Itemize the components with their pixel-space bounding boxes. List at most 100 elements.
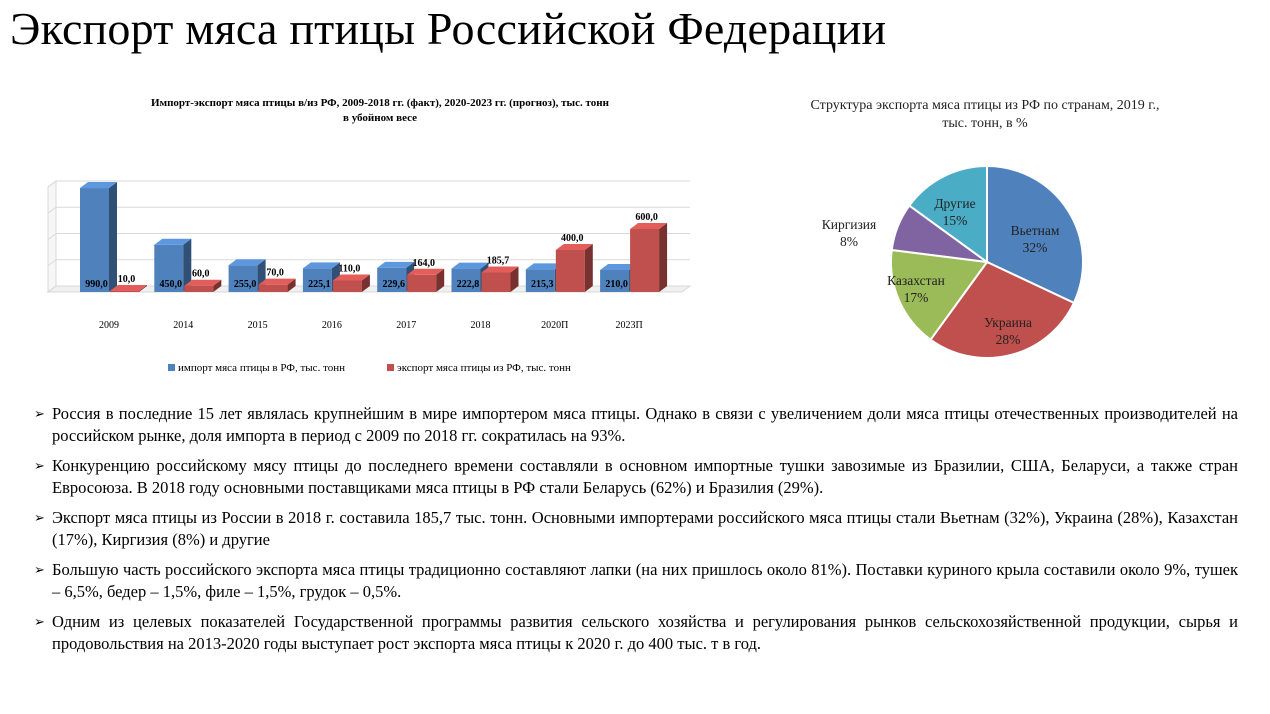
export-bar-side [510,266,519,292]
export-bar-top [258,278,296,285]
pie-value-label: 17% [904,290,929,305]
export-bar-side [361,274,370,292]
arrow-bullet-icon: ➢ [34,562,45,577]
export-value-label: 70,0 [266,268,284,279]
pie-category-label: Вьетнам [1011,223,1060,238]
bar-chart-labels: 990,0 10,0 2009 450,0 60,0 2014 255,0 70,0 2015 2… [85,212,658,331]
export-value-label: 185,7 [487,256,510,267]
export-bar [258,278,296,292]
import-bar-side [109,182,117,292]
bullet-item: ➢ Одним из целевых показателей Государств… [34,611,1238,655]
gridline-side [47,259,57,267]
export-value-label: 60,0 [192,269,210,280]
import-bar-front [600,269,630,292]
bar-chart-plot: 990,0 10,0 2009 450,0 60,0 2014 255,0 70,0 2015 2… [46,180,692,331]
export-bar [555,244,593,292]
export-bar-side [287,278,296,292]
import-bar-top [600,263,638,270]
export-bar [407,268,445,292]
bullet-text: Одним из целевых показателей Государстве… [52,612,1238,653]
pie-value-label: 15% [943,213,968,228]
legend-item-import: импорт мяса птицы в РФ, тыс. тонн [168,362,345,374]
pie-category-label: Украина [984,315,1032,330]
category-tick-label: 2020П [541,320,568,331]
export-bar-side [584,244,593,292]
import-value-label: 215,3 [531,279,554,290]
legend-item-export: экспорт мяса птицы из РФ, тыс. тонн [387,362,571,374]
pie-chart: Вьетнам 32% Украина 28% Казахстан 17% Киргизия… [800,92,1170,382]
gridline-side [47,285,57,293]
export-bar-top [555,244,593,250]
bar-chart: 990,0 10,0 2009 450,0 60,0 2014 255,0 70,0 2015 2… [40,92,720,392]
export-bar-side [436,268,445,292]
export-bar-front [184,285,214,292]
bullet-text: Россия в последние 15 лет являлась крупн… [52,404,1238,445]
export-bar-front [555,250,585,292]
export-bar-top [184,279,222,286]
gridline-side [47,206,57,214]
export-bar-top [110,284,147,291]
slide-title: Экспорт мяса птицы Российской Федерации [10,3,887,54]
category-tick-label: 2016 [322,320,342,331]
import-bar-top [154,238,192,245]
export-value-label: 164,0 [412,258,435,269]
bullet-text: Конкуренцию российскому мясу птицы до по… [52,456,1238,497]
bullet-text: Большую часть российского экспорта мяса … [52,560,1238,601]
category-tick-label: 2015 [248,320,268,331]
pie-slice [929,260,1076,359]
import-bar [228,259,266,292]
import-bar-front [451,268,481,292]
pie-chart-title: Структура экспорта мяса птицы из РФ по с… [810,98,1160,131]
export-bar-front [110,290,139,292]
export-bar [332,274,370,292]
pie-category-label: Другие [934,196,975,211]
import-bar-top [228,259,266,266]
import-value-label: 229,6 [382,279,405,290]
import-bar-front [154,244,184,292]
export-value-label: 600,0 [635,212,658,223]
pie-slice [890,248,989,342]
export-bar-side [659,223,668,292]
export-bar-front [258,284,288,292]
import-bar-front [302,268,332,292]
gridline-side [47,233,57,240]
import-bar-top [525,263,563,270]
import-value-label: 450,0 [160,279,183,290]
bullet-item: ➢ Экспорт мяса птицы из России в 2018 г. … [34,507,1238,551]
import-bar-side [183,238,192,292]
export-bar [630,223,668,292]
import-bar-front [80,188,109,292]
export-bar-front [630,229,660,292]
import-bar-top [377,261,415,268]
import-value-label: 990,0 [85,279,108,290]
category-tick-label: 2014 [173,320,193,331]
export-bar [110,284,147,292]
export-bar-side [213,279,222,292]
import-value-label: 225,1 [308,279,331,290]
import-bar [80,182,117,292]
bar-chart-title: Импорт-экспорт мяса птицы в/из РФ, 2009-… [151,97,609,124]
bullet-item: ➢ Россия в последние 15 лет являлась круп… [34,403,1238,447]
export-value-label: 10,0 [118,274,136,285]
bullet-text: Экспорт мяса птицы из России в 2018 г. с… [52,508,1238,549]
import-bar-top [302,262,340,269]
legend-label-export: экспорт мяса птицы из РФ, тыс. тонн [397,362,571,374]
bullet-item: ➢ Большую часть российского экспорта мяса… [34,559,1238,603]
export-bar-top [481,266,519,273]
export-bar-front [407,274,437,292]
arrow-bullet-icon: ➢ [34,614,45,629]
legend-swatch-export [387,364,394,371]
export-value-label: 400,0 [561,233,584,244]
export-value-label: 110,0 [338,263,360,274]
pie-category-label: Киргизия [822,217,877,232]
pie-value-label: 28% [996,332,1021,347]
legend-label-import: импорт мяса птицы в РФ, тыс. тонн [178,362,346,374]
pie-value-label: 32% [1023,240,1048,255]
gridline-side [47,180,57,188]
bullet-item: ➢ Конкуренцию российскому мясу птицы до п… [34,455,1238,499]
import-bar [154,238,192,292]
import-value-label: 210,0 [605,279,628,290]
export-bar [184,279,222,292]
arrow-bullet-icon: ➢ [34,510,45,525]
export-bar-side [139,284,147,292]
